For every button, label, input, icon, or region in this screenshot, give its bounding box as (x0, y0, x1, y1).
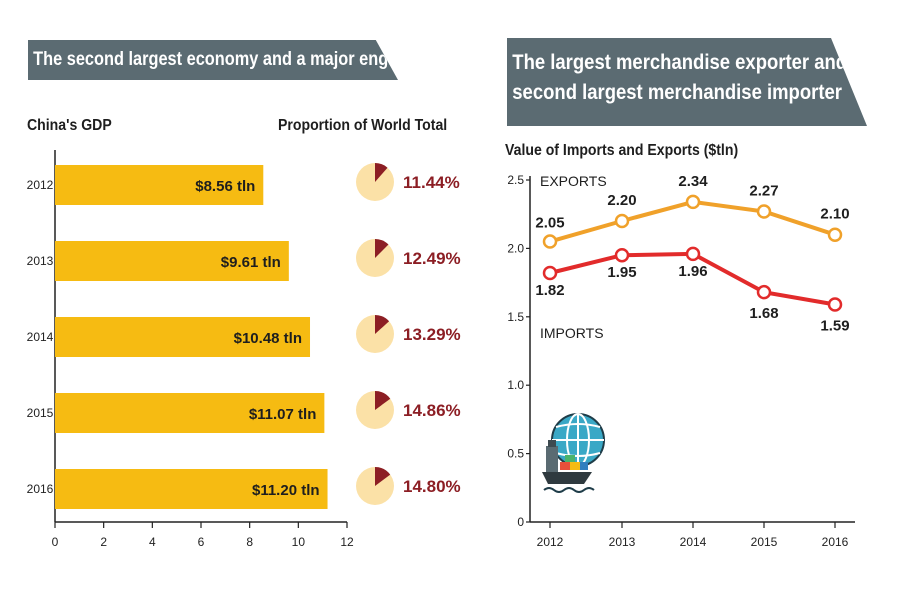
gdp-bar-chart: 0 2 4 6 8 10 12 2012 $8.56 tln 2013 $9.61 tln 2014 $… (27, 150, 354, 549)
gdp-bar (55, 393, 325, 433)
trade-point (756, 204, 772, 219)
trade-point-label: 2.34 (678, 173, 708, 190)
trade-line-chart: 0 0.5 1.0 1.5 2.0 2.5 2012 2013 2014 2015 2016 2.05… (507, 173, 855, 549)
left-banner-text: The second largest economy and a major e… (33, 49, 412, 70)
trade-y-tick-label: 2.0 (507, 241, 524, 255)
right-banner: The largest merchandise exporter and sec… (507, 38, 867, 126)
share-pie-slice (375, 391, 391, 410)
trade-point (685, 246, 701, 262)
gdp-year-label: 2014 (27, 330, 54, 344)
gdp-bar-label: $10.48 tln (234, 330, 302, 347)
trade-point (542, 234, 558, 249)
gdp-x-tick-label: 6 (198, 535, 205, 549)
trade-point (827, 227, 843, 242)
share-pie-slice (375, 163, 388, 182)
share-pie-slice (375, 467, 391, 486)
gdp-x-tick-label: 0 (52, 535, 59, 549)
left-banner: The second largest economy and a major e… (28, 40, 398, 80)
trade-illustration (542, 413, 605, 493)
trade-point-label: 1.68 (749, 305, 778, 322)
gdp-x-tick-label: 4 (149, 535, 156, 549)
trade-point-label: 2.10 (820, 206, 849, 223)
trade-point (614, 247, 630, 263)
trade-point-label: 2.27 (749, 182, 778, 199)
right-banner-line2: second largest merchandise importer (512, 81, 842, 104)
trade-y-tick-label: 2.5 (507, 173, 524, 187)
right-banner-line1: The largest merchandise exporter and (512, 51, 848, 74)
gdp-year-label: 2013 (27, 254, 54, 268)
gdp-x-tick-label: 2 (100, 535, 107, 549)
share-pct-label: 14.86% (403, 401, 461, 420)
trade-point-label: 1.82 (535, 282, 564, 299)
gdp-bar (55, 165, 264, 205)
gdp-year-label: 2015 (27, 406, 54, 420)
globe-icon (551, 413, 605, 467)
trade-x-tick-label: 2014 (680, 535, 707, 549)
trade-point (614, 213, 630, 229)
gdp-x-tick-label: 8 (246, 535, 253, 549)
gdp-year-label: 2016 (27, 482, 54, 496)
gdp-bar-label: $9.61 tln (221, 254, 281, 271)
trade-point (756, 284, 772, 300)
gdp-bar-label: $11.20 tln (252, 482, 320, 499)
share-pie-slice (375, 315, 390, 334)
gdp-bar (55, 241, 289, 281)
trade-point-label: 2.20 (607, 192, 636, 209)
gdp-year-label: 2012 (27, 178, 54, 192)
gdp-bar (55, 469, 328, 509)
trade-point (685, 194, 701, 210)
trade-point-label: 1.96 (678, 263, 707, 280)
trade-y-tick-label: 0.5 (507, 447, 524, 461)
gdp-bar-label: $11.07 tln (249, 406, 317, 423)
share-pct-label: 13.29% (403, 325, 461, 344)
trade-y-tick-label: 1.5 (507, 310, 524, 324)
trade-series-name: EXPORTS (540, 173, 607, 189)
trade-point (542, 265, 558, 281)
gdp-bar-label: $8.56 tln (195, 178, 255, 195)
trade-x-tick-label: 2013 (609, 535, 636, 549)
gdp-bar (55, 317, 311, 357)
share-pct-label: 12.49% (403, 249, 461, 268)
trade-x-tick-label: 2012 (537, 535, 564, 549)
share-pct-label: 11.44% (403, 173, 460, 192)
trade-x-tick-label: 2015 (751, 535, 778, 549)
share-pct-label: 14.80% (403, 477, 461, 496)
share-pie-slice (375, 239, 389, 258)
trade-series-name: IMPORTS (540, 325, 604, 341)
trade-chart-title: Value of Imports and Exports ($tln) (505, 142, 739, 159)
gdp-chart-title: China's GDP (27, 117, 112, 134)
gdp-x-tick-label: 12 (340, 535, 354, 549)
trade-point (827, 297, 843, 312)
cargo-ship-icon (542, 440, 595, 493)
world-share-pies: 11.44% 12.49% 13.29% 14.86% 14.80% (356, 163, 461, 505)
trade-point-label: 1.95 (607, 264, 636, 281)
share-chart-title: Proportion of World Total (278, 117, 448, 134)
trade-y-tick-label: 1.0 (507, 378, 524, 392)
trade-y-tick-label: 0 (517, 515, 524, 529)
trade-point-label: 2.05 (535, 215, 564, 232)
trade-point-label: 1.59 (820, 317, 849, 334)
gdp-x-tick-label: 10 (292, 535, 306, 549)
trade-x-tick-label: 2016 (822, 535, 849, 549)
